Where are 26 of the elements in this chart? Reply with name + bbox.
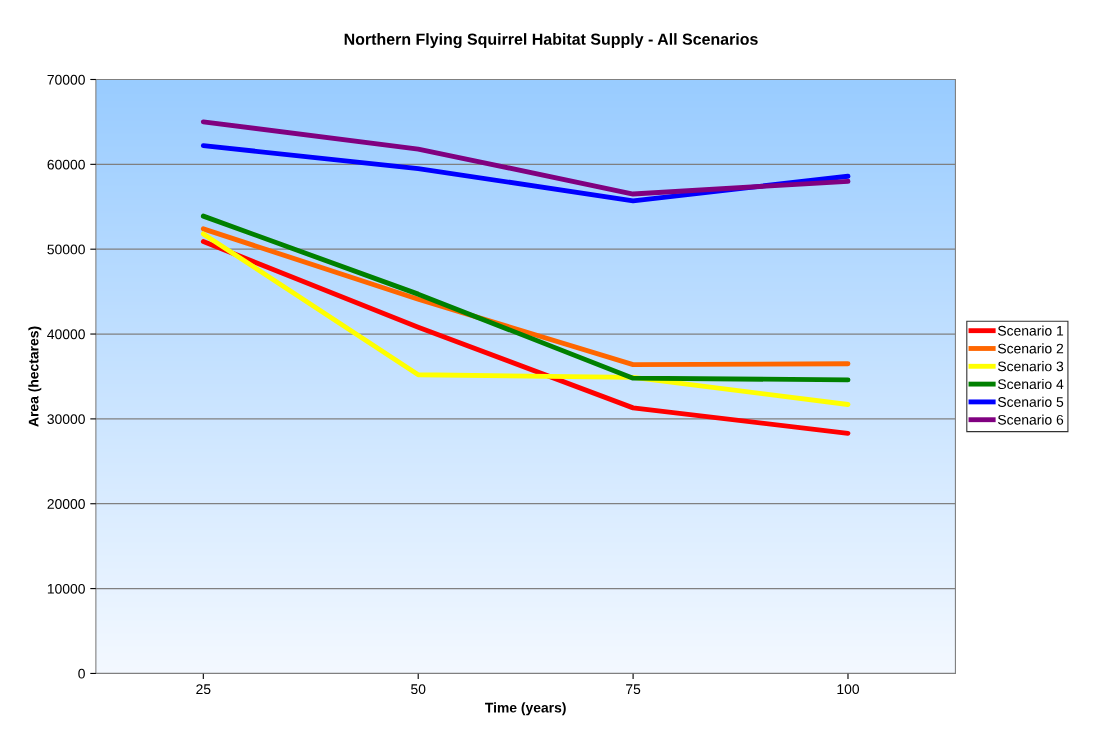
legend-label: Scenario 2: [997, 343, 1064, 354]
y-tick-label: 20000: [47, 499, 85, 509]
chart-title: Northern Flying Squirrel Habitat Supply - All Scenarios: [344, 33, 758, 49]
legend-label: Scenario 5: [997, 396, 1064, 407]
y-tick-label: 40000: [47, 329, 85, 340]
y-tick-label: 0: [78, 668, 85, 679]
y-tick-label: 50000: [47, 244, 85, 255]
line-series: [200, 239, 851, 436]
y-tick-label: 60000: [47, 159, 85, 170]
line-series: [200, 213, 851, 383]
line-series: [200, 226, 851, 368]
x-tick-label: 50: [411, 684, 426, 695]
line-series: [200, 231, 851, 407]
y-tick-label: 70000: [47, 74, 85, 85]
y-axis-title: Area (hectares): [28, 326, 42, 427]
legend-label: Scenario 1: [997, 325, 1064, 336]
x-tick-label: 25: [196, 684, 211, 695]
legend-label: Scenario 6: [997, 414, 1064, 425]
legend-label: Scenario 4: [997, 378, 1064, 390]
x-tick-label: 75: [626, 684, 641, 695]
x-axis-title: Time (years): [485, 702, 566, 716]
line-series: [200, 119, 851, 197]
legend-label: Scenario 3: [997, 361, 1064, 372]
y-tick-label: 30000: [47, 414, 85, 425]
x-tick-label: 100: [837, 684, 860, 695]
y-tick-label: 10000: [47, 583, 85, 594]
